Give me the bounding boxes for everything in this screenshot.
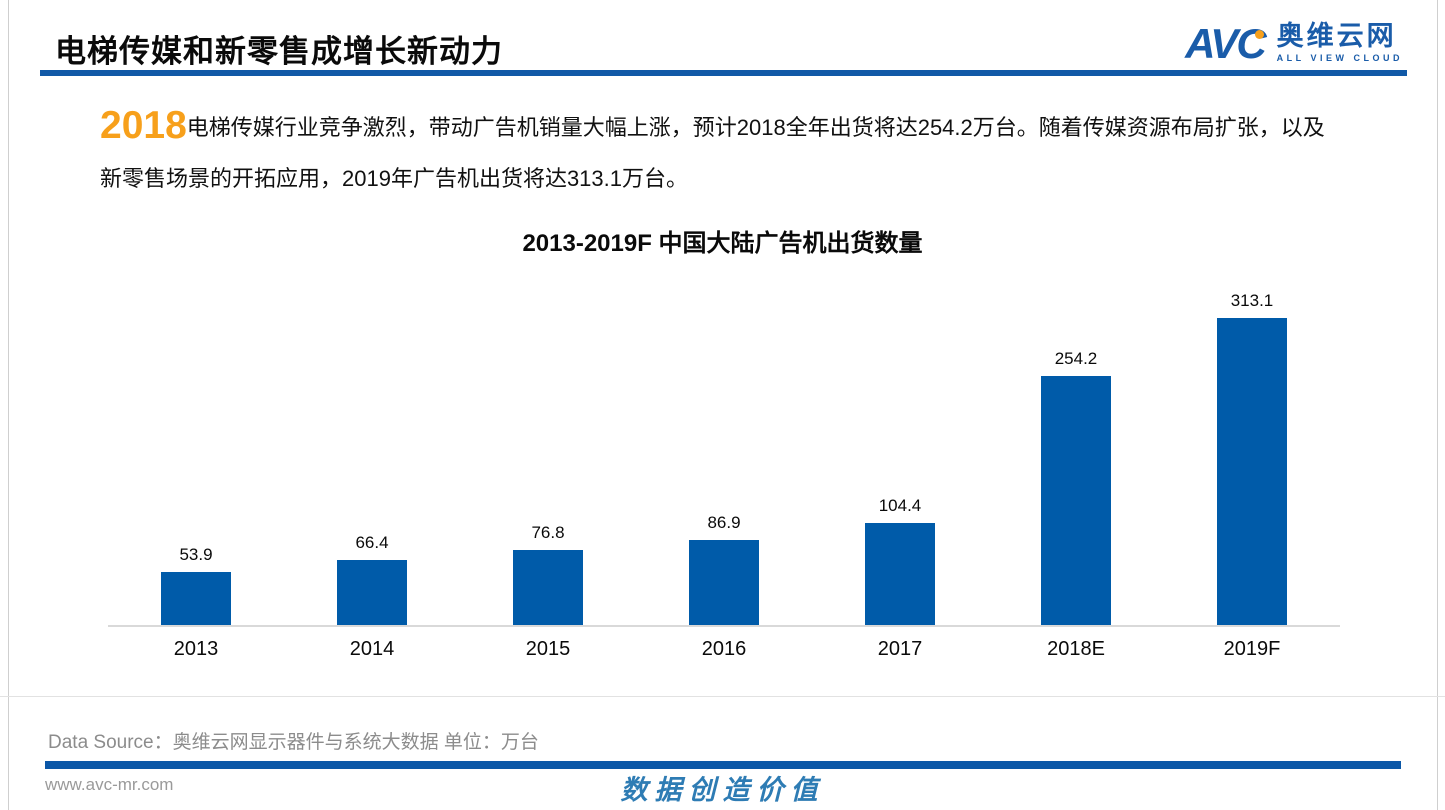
website-url: www.avc-mr.com: [45, 775, 174, 794]
bar-slot: 104.4: [812, 496, 988, 625]
bar-value-label: 66.4: [355, 533, 389, 552]
intro-year-highlight: 2018: [100, 104, 187, 147]
intro-paragraph: 2018电梯传媒行业竞争激烈，带动广告机销量大幅上涨，预计2018全年出货将达2…: [100, 100, 1340, 204]
bar-value-label: 53.9: [179, 545, 213, 564]
bar-slot: 86.9: [636, 513, 812, 625]
category-row: 2013 2014 2015 2016 2017 2018E 2019F: [108, 638, 1340, 661]
bar: [1217, 318, 1287, 625]
avc-logo-abbr-wrap: AVC: [1185, 23, 1267, 65]
bar: [161, 572, 231, 625]
avc-logo-text: AVC: [1185, 20, 1267, 67]
bar-slot: 53.9: [108, 545, 284, 625]
footer-rule: [45, 761, 1401, 769]
chart-title: 2013-2019F 中国大陆广告机出货数量: [522, 230, 923, 257]
category-label: 2018E: [1047, 638, 1105, 660]
bar-slot: 254.2: [988, 349, 1164, 625]
footer-divider: [0, 696, 1445, 697]
bar: [1041, 376, 1111, 625]
page-border-right: [1437, 0, 1438, 810]
avc-logo: AVC 奥维云网 ALL VIEW CLOUD: [1185, 22, 1403, 65]
category-label: 2019F: [1223, 638, 1281, 660]
bar-slot: 76.8: [460, 523, 636, 625]
bar-value-label: 254.2: [1054, 349, 1098, 368]
bar: [865, 523, 935, 625]
category-label: 2013: [173, 638, 219, 660]
bar-slot: 313.1: [1164, 291, 1340, 625]
category-label: 2017: [877, 638, 923, 660]
bar-value-label: 86.9: [707, 513, 741, 532]
bar-slot: 66.4: [284, 533, 460, 625]
bar: [337, 560, 407, 625]
slogan-text: 数据创造价值: [620, 775, 825, 806]
avc-logo-cn-name: 奥维云网: [1276, 21, 1397, 51]
data-source-label: Data Source：奥维云网显示器件与系统大数据 单位：万台: [48, 732, 539, 753]
bar-value-label: 313.1: [1230, 291, 1274, 310]
title-underline: [40, 70, 1407, 76]
intro-text: 电梯传媒行业竞争激烈，带动广告机销量大幅上涨，预计2018全年出货将达254.2…: [100, 115, 1325, 191]
page-border-left: [8, 0, 9, 810]
category-label: 2014: [349, 638, 395, 660]
avc-logo-dot-icon: [1254, 30, 1264, 39]
bar-value-label: 76.8: [531, 523, 565, 542]
plot-area: 53.9 66.4 76.8 86.9 104.4 254.2 313.1: [108, 267, 1340, 627]
category-label: 2016: [701, 638, 747, 660]
avc-logo-names: 奥维云网 ALL VIEW CLOUD: [1277, 22, 1403, 64]
bar: [689, 540, 759, 625]
page-title: 电梯传媒和新零售成增长新动力: [55, 34, 503, 69]
bar-value-label: 104.4: [878, 496, 922, 515]
avc-logo-en-name: ALL VIEW CLOUD: [1276, 53, 1403, 63]
bar: [513, 550, 583, 625]
category-label: 2015: [525, 638, 571, 660]
